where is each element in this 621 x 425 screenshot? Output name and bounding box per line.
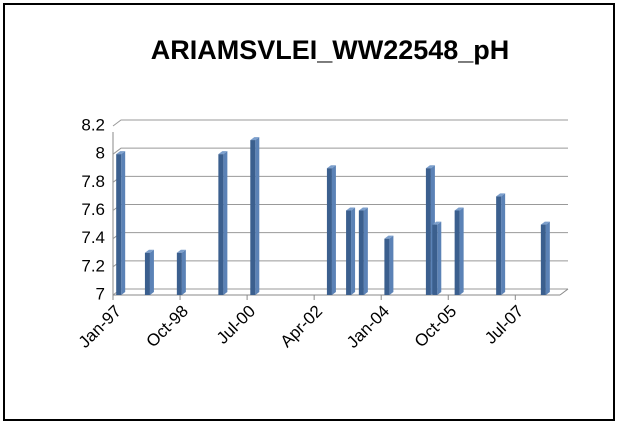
- grid-line: [112, 147, 568, 155]
- y-tick-label: 8: [96, 144, 105, 163]
- bar: [144, 252, 150, 295]
- bar-side: [181, 249, 186, 295]
- bar-top: [432, 221, 442, 225]
- bar-side: [149, 249, 154, 295]
- bar-top: [384, 235, 394, 239]
- bar-side: [121, 151, 126, 295]
- y-tick-label: 7.4: [81, 228, 105, 247]
- y-tick-label: 8.2: [81, 115, 105, 134]
- bar-top: [454, 207, 464, 211]
- bar-side: [331, 165, 336, 295]
- y-tick-label: 7.6: [81, 200, 105, 219]
- bar: [425, 168, 431, 295]
- bar-side: [223, 151, 228, 295]
- bar: [326, 168, 332, 295]
- bar-top: [116, 151, 126, 155]
- bar: [218, 154, 224, 295]
- y-tick-label: 7.8: [81, 172, 105, 191]
- bar-top: [176, 249, 186, 253]
- bar-top: [540, 221, 550, 225]
- bar: [176, 252, 182, 295]
- floor-right-line: [559, 288, 569, 296]
- bar-top: [425, 165, 435, 169]
- bar: [496, 196, 502, 295]
- bar: [540, 224, 546, 295]
- bar-side: [255, 137, 260, 295]
- bar: [384, 238, 390, 295]
- bar-top: [358, 207, 368, 211]
- bar-side: [363, 207, 368, 295]
- bar: [116, 154, 122, 295]
- bar: [250, 140, 256, 295]
- bar: [432, 224, 438, 295]
- bar-side: [501, 193, 506, 295]
- bar-top: [144, 249, 154, 253]
- bar-side: [437, 221, 442, 295]
- y-tick-label: 7.2: [81, 256, 105, 275]
- bar-side: [389, 235, 394, 295]
- bar-top: [250, 137, 260, 141]
- bar-side: [545, 221, 550, 295]
- bar: [346, 210, 352, 295]
- bar-top: [218, 151, 228, 155]
- bar: [454, 210, 460, 295]
- bar: [358, 210, 364, 295]
- bar-top: [496, 193, 506, 197]
- bar-top: [346, 207, 356, 211]
- chart-border: [3, 3, 615, 421]
- chart-title: ARIAMSVLEI_WW22548_pH: [151, 35, 510, 65]
- bar-side: [459, 207, 464, 295]
- bar-top: [326, 165, 336, 169]
- y-tick-label: 7: [96, 284, 105, 303]
- grid-line: [112, 119, 568, 127]
- bar-side: [351, 207, 356, 295]
